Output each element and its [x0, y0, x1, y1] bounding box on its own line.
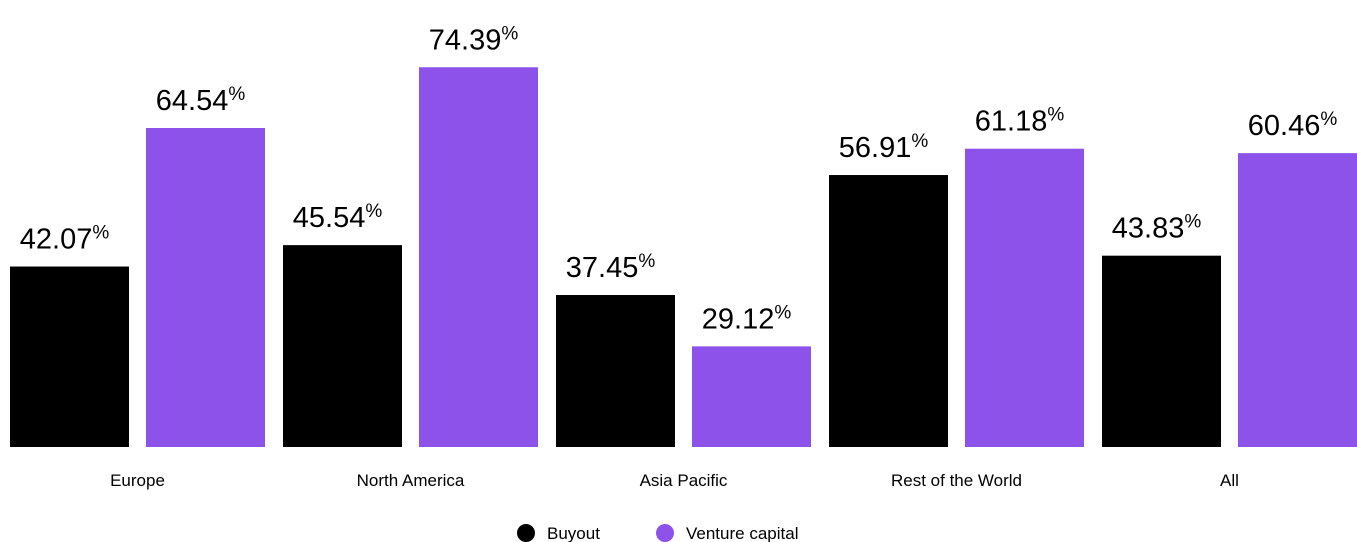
- bar: [146, 127, 265, 448]
- x-tick-label: Asia Pacific: [640, 471, 728, 490]
- value-label: 42.07%: [20, 223, 110, 256]
- value-label: 56.91%: [839, 131, 929, 164]
- legend-label: Venture capital: [686, 524, 798, 542]
- bar: [1102, 255, 1221, 447]
- bar: [1238, 153, 1357, 448]
- value-label: 60.46%: [1248, 109, 1338, 142]
- bar: [10, 266, 129, 447]
- value-label: 64.54%: [156, 84, 246, 117]
- bar: [419, 67, 538, 448]
- x-tick-label: Europe: [110, 471, 165, 490]
- bar: [283, 245, 402, 447]
- value-label: 74.39%: [429, 23, 519, 56]
- legend-marker: [517, 524, 535, 542]
- x-tick-label: North America: [357, 471, 465, 490]
- bar: [692, 346, 811, 447]
- value-label: 43.83%: [1112, 212, 1202, 245]
- value-label: 61.18%: [975, 105, 1065, 138]
- bar: [556, 295, 675, 447]
- bar: [965, 148, 1084, 448]
- legend-marker: [656, 524, 674, 542]
- value-label: 45.54%: [293, 201, 383, 234]
- value-label: 37.45%: [566, 251, 656, 284]
- value-label: 29.12%: [702, 302, 792, 335]
- x-tick-label: Rest of the World: [891, 471, 1022, 490]
- bar: [829, 175, 948, 447]
- legend-label: Buyout: [547, 524, 600, 542]
- x-tick-label: All: [1220, 471, 1239, 490]
